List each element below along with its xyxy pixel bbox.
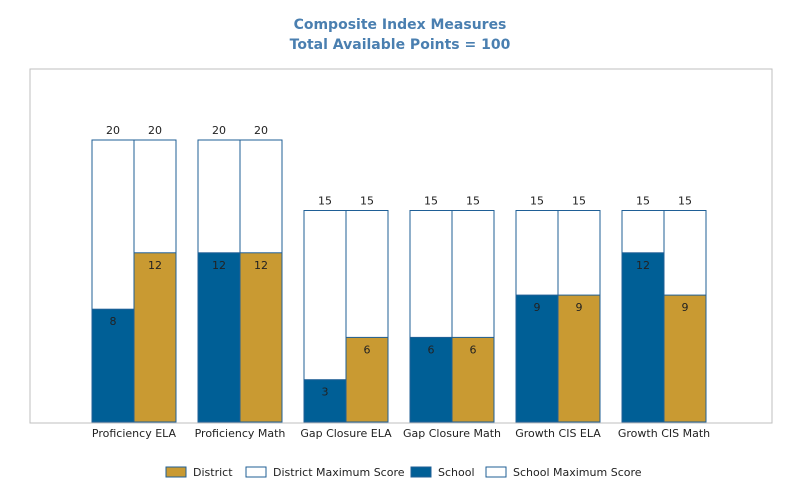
school-max-label: 20 [106, 124, 120, 137]
legend-swatch [165, 466, 187, 478]
legend-label: School Maximum Score [513, 466, 642, 479]
legend-label: School [438, 466, 475, 479]
district-bar [345, 336, 389, 423]
school-max-label: 20 [212, 124, 226, 137]
school-max-label: 15 [424, 195, 438, 208]
category-label: Proficiency ELA [92, 427, 177, 440]
school-max-label: 15 [636, 195, 650, 208]
school-max-label: 15 [530, 195, 544, 208]
legend-label: District Maximum Score [273, 466, 405, 479]
school-bar [515, 294, 559, 423]
school-bar [197, 252, 241, 423]
chart-subtitle: Total Available Points = 100 [290, 37, 511, 53]
bars-group: 20 8 20 12 Proficiency ELA 20 12 20 12 Proficienc… [91, 124, 710, 440]
district-value-label: 12 [148, 259, 162, 272]
school-bar [303, 379, 347, 423]
district-max-label: 15 [360, 195, 374, 208]
category-label: Gap Closure ELA [300, 427, 392, 440]
legend-swatch [245, 466, 267, 478]
category-label: Growth CIS ELA [515, 427, 601, 440]
district-max-label: 20 [254, 124, 268, 137]
district-value-label: 9 [576, 301, 583, 314]
district-bar [133, 252, 177, 423]
district-max-label: 20 [148, 124, 162, 137]
district-value-label: 6 [470, 343, 477, 356]
district-value-label: 6 [364, 343, 371, 356]
district-bar [557, 294, 601, 423]
school-value-label: 6 [428, 343, 435, 356]
district-max-label: 15 [678, 195, 692, 208]
plot-area [29, 68, 773, 424]
school-bar [91, 308, 135, 423]
category-label: Growth CIS Math [618, 427, 710, 440]
district-bar [451, 336, 495, 423]
district-max-label: 15 [572, 195, 586, 208]
legend-swatch [485, 466, 507, 478]
legend-swatch [410, 466, 432, 478]
school-value-label: 12 [212, 259, 226, 272]
legend-label: District [193, 466, 233, 479]
school-value-label: 8 [110, 315, 117, 328]
district-bar [663, 294, 707, 423]
district-max-label: 15 [466, 195, 480, 208]
school-max-label: 15 [318, 195, 332, 208]
school-value-label: 9 [534, 301, 541, 314]
district-value-label: 12 [254, 259, 268, 272]
district-bar [239, 252, 283, 423]
school-value-label: 12 [636, 259, 650, 272]
school-bar [409, 336, 453, 423]
category-label: Proficiency Math [195, 427, 286, 440]
category-label: Gap Closure Math [403, 427, 501, 440]
district-value-label: 9 [682, 301, 689, 314]
chart-title: Composite Index Measures [294, 17, 507, 33]
school-value-label: 3 [322, 386, 329, 399]
school-bar [621, 252, 665, 423]
legend: District District Maximum Score School Scho… [165, 466, 642, 479]
